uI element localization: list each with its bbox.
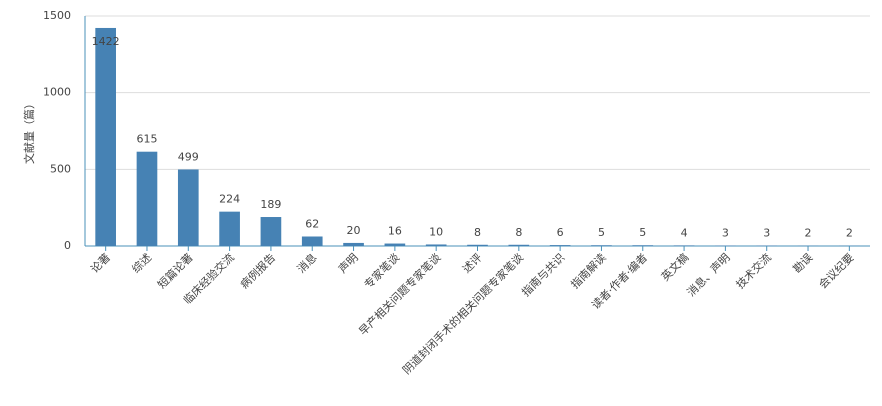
bar [178,169,199,246]
bar [632,245,653,246]
bar [591,245,612,246]
value-label: 8 [515,226,522,239]
value-label: 20 [347,224,361,237]
value-label: 1422 [92,35,120,48]
bar [95,28,116,246]
value-label: 3 [763,227,770,240]
y-tick-label: 1500 [43,9,71,22]
bar [343,243,364,246]
value-label: 3 [722,227,729,240]
y-tick-label: 0 [64,239,71,252]
x-tick-label: 病例报告 [237,250,278,291]
y-tick-label: 1000 [43,86,71,99]
value-label: 10 [429,225,443,238]
value-label: 16 [388,225,402,238]
x-tick-label: 声明 [335,250,360,275]
x-tick-label: 短篇论著 [155,250,196,291]
value-label: 6 [557,226,564,239]
bar [261,217,282,246]
bar [302,236,323,246]
value-label: 499 [178,150,199,163]
value-label: 4 [681,226,688,239]
x-tick-label: 指南与共识 [519,250,568,299]
bar [467,245,488,246]
x-tick-label: 技术交流 [733,250,774,291]
bar [674,245,695,246]
x-tick-label: 综述 [129,250,154,275]
x-tick-label: 英文稿 [658,250,691,283]
bar [508,245,529,246]
x-tick-label: 论著 [87,250,112,275]
value-label: 2 [846,227,853,240]
x-tick-label: 勘误 [791,251,816,276]
bar [137,152,158,246]
value-label: 5 [639,226,646,239]
value-label: 5 [598,226,605,239]
x-tick-label: 专家笔谈 [361,250,402,291]
value-label: 189 [260,198,281,211]
x-tick-label: 述评 [460,251,485,276]
y-tick-label: 500 [50,162,71,175]
bar [219,212,240,246]
bar [385,244,406,246]
x-tick-label: 早产相关问题专家笔谈 [356,250,444,338]
x-tick-label: 消息、声明 [684,250,733,299]
value-label: 224 [219,193,240,206]
value-label: 62 [305,217,319,230]
x-tick-label: 消息 [294,250,319,275]
value-label: 2 [805,227,812,240]
value-label: 8 [474,226,481,239]
x-tick-label: 会议纪要 [816,251,856,291]
x-tick-label: 指南解读 [568,250,609,291]
value-label: 615 [136,133,157,146]
y-axis-label: 文献量（篇） [22,98,36,164]
bar [426,244,447,246]
bar [550,245,571,246]
